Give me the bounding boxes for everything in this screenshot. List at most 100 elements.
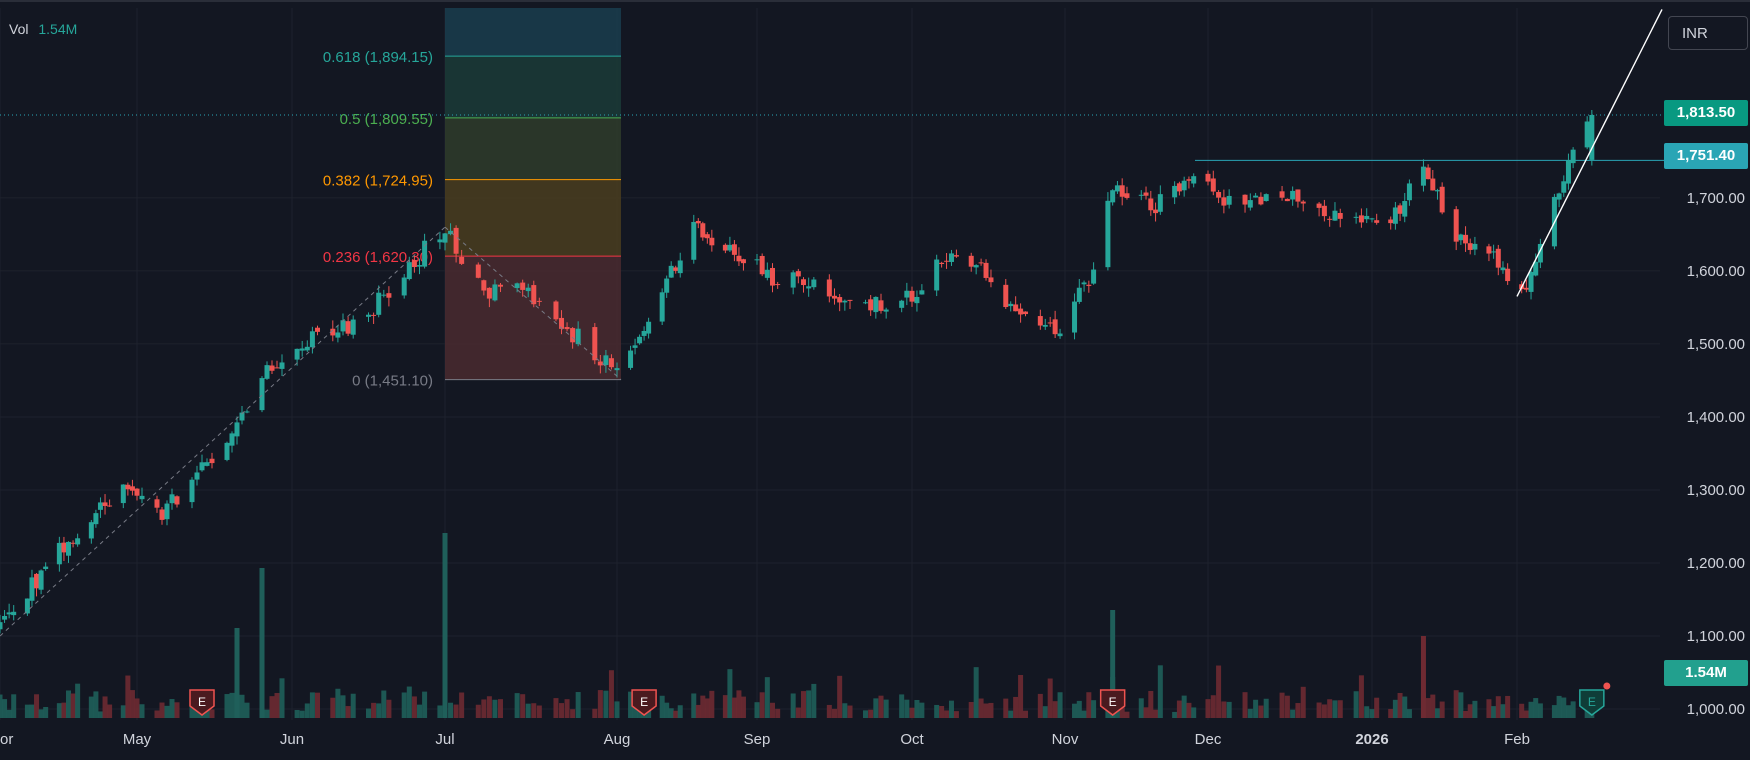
candle	[806, 286, 812, 289]
volume-bar	[1364, 706, 1370, 718]
volume-bar	[24, 704, 30, 718]
volume-bar	[754, 702, 760, 718]
candle	[486, 287, 492, 299]
volume-bar	[1148, 690, 1154, 718]
volume-bar	[486, 696, 492, 718]
volume-bar	[1042, 706, 1048, 718]
volume-bar	[315, 692, 320, 718]
volume-bar	[873, 698, 879, 718]
volume-bar	[704, 698, 710, 718]
candle	[948, 253, 954, 262]
candle	[1143, 192, 1149, 196]
earnings-icon-label: E	[1109, 695, 1117, 709]
volume-bar	[811, 683, 817, 718]
volume-bar	[632, 700, 638, 718]
candle	[1584, 121, 1590, 148]
time-axis-label: May	[123, 731, 152, 748]
candle	[422, 240, 428, 267]
candle	[1258, 196, 1264, 205]
volume-bar	[801, 691, 806, 718]
candle	[1556, 193, 1562, 200]
candle	[1242, 194, 1248, 205]
candle	[695, 220, 701, 224]
candle	[727, 244, 733, 251]
candle	[1589, 114, 1595, 160]
volume-bar	[1047, 678, 1053, 718]
earnings-icon: E	[189, 689, 215, 716]
volume-bar	[1495, 696, 1501, 718]
candle	[1374, 220, 1380, 223]
candle	[614, 368, 620, 371]
candle	[437, 239, 443, 243]
volume-bar	[570, 709, 576, 718]
level-price-tag: 1,751.40	[1664, 143, 1748, 169]
volume-bar	[417, 704, 422, 718]
candle	[1295, 189, 1301, 202]
candle	[709, 237, 715, 246]
candle	[832, 295, 837, 299]
candle	[29, 577, 35, 601]
volume-bar	[868, 709, 874, 718]
volume-bar	[66, 690, 71, 718]
volume-bar	[983, 703, 989, 718]
candle	[1013, 304, 1019, 312]
volume-bar	[120, 705, 126, 718]
candle	[1157, 194, 1163, 212]
candle	[759, 255, 765, 275]
volume-bar	[1523, 710, 1529, 718]
candle	[66, 541, 71, 556]
volume-bar	[411, 696, 417, 718]
volume-bar	[1369, 709, 1375, 718]
candle	[330, 328, 336, 336]
candle	[340, 320, 346, 332]
volume-bar	[1138, 698, 1144, 718]
candle	[371, 314, 377, 316]
volume-bar	[597, 690, 603, 718]
volume-bar-spike	[259, 568, 265, 718]
volume-bar	[826, 704, 832, 718]
candle	[531, 285, 537, 305]
candle	[1332, 210, 1338, 221]
candle	[754, 259, 760, 261]
candle	[1467, 243, 1473, 250]
candle	[406, 262, 412, 280]
candle	[659, 292, 665, 322]
fib-zone	[445, 56, 621, 118]
candle	[740, 259, 746, 264]
time-axis-label: Jun	[280, 731, 304, 748]
candle	[1081, 282, 1087, 285]
fib-level-label: 0.618 (1,894.15)	[323, 49, 433, 66]
volume-bar	[1263, 698, 1269, 718]
currency-button[interactable]: INR	[1668, 16, 1748, 50]
volume-bar	[968, 701, 974, 718]
candle	[159, 509, 165, 520]
volume-bar-spike	[1420, 636, 1426, 718]
candle	[492, 284, 498, 301]
volume-bar	[740, 696, 746, 718]
volume-bar	[1565, 705, 1571, 718]
volume-bar	[330, 697, 336, 718]
volume-bar	[309, 692, 315, 718]
candle	[1210, 178, 1216, 192]
volume-bar	[914, 699, 920, 718]
candle	[1430, 178, 1436, 191]
volume-bar	[1430, 694, 1436, 718]
volume-bar	[335, 688, 341, 718]
volume-bar-spike	[1110, 610, 1116, 718]
candle	[722, 244, 728, 251]
volume-bar	[125, 675, 131, 718]
volume-bar	[806, 690, 812, 718]
candle	[229, 433, 235, 446]
candle	[883, 309, 889, 312]
volume-bar	[1551, 705, 1557, 718]
candle	[1397, 205, 1403, 214]
candle	[1119, 185, 1125, 197]
volume-bar	[1258, 705, 1264, 718]
candle	[129, 486, 135, 491]
volume-bar	[401, 692, 407, 718]
earnings-icon-label: E	[1588, 695, 1596, 709]
earnings-alert-dot	[1603, 682, 1611, 690]
volume-bar	[775, 708, 781, 718]
price-axis-label: 1,400.00	[1687, 409, 1745, 426]
